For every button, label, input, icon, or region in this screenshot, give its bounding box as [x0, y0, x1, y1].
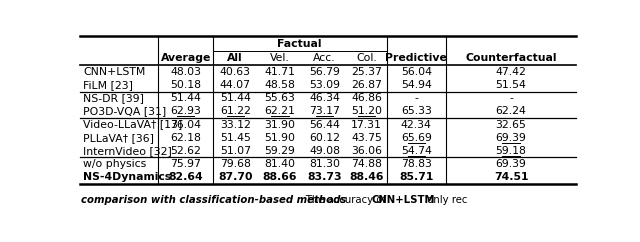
- Text: 56.44: 56.44: [309, 120, 340, 129]
- Text: InternVideo [32]: InternVideo [32]: [83, 146, 172, 156]
- Text: Video-LLaVA† [17]: Video-LLaVA† [17]: [83, 120, 182, 129]
- Text: 36.04: 36.04: [170, 120, 201, 129]
- Text: 51.90: 51.90: [264, 133, 296, 143]
- Text: NS-4Dynamics: NS-4Dynamics: [83, 172, 172, 182]
- Text: 85.71: 85.71: [399, 172, 433, 182]
- Text: 60.12: 60.12: [309, 133, 340, 143]
- Text: CNN+LSTM: CNN+LSTM: [371, 196, 435, 205]
- Text: Col.: Col.: [356, 53, 377, 63]
- Text: PO3D-VQA [31]: PO3D-VQA [31]: [83, 106, 166, 116]
- Text: 69.39: 69.39: [495, 159, 527, 169]
- Text: 62.18: 62.18: [170, 133, 201, 143]
- Text: 62.24: 62.24: [495, 106, 527, 116]
- Text: 59.18: 59.18: [495, 146, 527, 156]
- Text: 54.74: 54.74: [401, 146, 432, 156]
- Text: 51.45: 51.45: [220, 133, 251, 143]
- Text: 44.07: 44.07: [220, 80, 251, 90]
- Text: 17.31: 17.31: [351, 120, 382, 129]
- Text: 33.12: 33.12: [220, 120, 251, 129]
- Text: 65.33: 65.33: [401, 106, 432, 116]
- Text: 49.08: 49.08: [309, 146, 340, 156]
- Text: 48.03: 48.03: [170, 67, 201, 77]
- Text: 61.22: 61.22: [220, 106, 251, 116]
- Text: The accuracy of: The accuracy of: [296, 196, 389, 205]
- Text: 81.40: 81.40: [264, 159, 296, 169]
- Text: 62.93: 62.93: [170, 106, 201, 116]
- Text: w/o physics: w/o physics: [83, 159, 146, 169]
- Text: 25.37: 25.37: [351, 67, 382, 77]
- Text: 42.34: 42.34: [401, 120, 432, 129]
- Text: Counterfactual: Counterfactual: [465, 53, 557, 63]
- Text: 31.90: 31.90: [264, 120, 296, 129]
- Text: NS-DR [39]: NS-DR [39]: [83, 93, 144, 103]
- Text: 51.44: 51.44: [170, 93, 201, 103]
- Text: 62.21: 62.21: [264, 106, 295, 116]
- Text: 26.87: 26.87: [351, 80, 382, 90]
- Text: 48.58: 48.58: [264, 80, 295, 90]
- Text: 43.75: 43.75: [351, 133, 382, 143]
- Text: 40.63: 40.63: [220, 67, 251, 77]
- Text: Factual: Factual: [278, 39, 322, 49]
- Text: 36.06: 36.06: [351, 146, 382, 156]
- Text: Acc.: Acc.: [313, 53, 336, 63]
- Text: FiLM [23]: FiLM [23]: [83, 80, 133, 90]
- Text: All: All: [227, 53, 243, 63]
- Text: 51.54: 51.54: [495, 80, 527, 90]
- Text: 56.79: 56.79: [309, 67, 340, 77]
- Text: 59.29: 59.29: [264, 146, 295, 156]
- Text: 75.97: 75.97: [170, 159, 201, 169]
- Text: 81.30: 81.30: [309, 159, 340, 169]
- Text: PLLaVA† [36]: PLLaVA† [36]: [83, 133, 154, 143]
- Text: 73.17: 73.17: [309, 106, 340, 116]
- Text: 65.69: 65.69: [401, 133, 432, 143]
- Text: 32.65: 32.65: [495, 120, 527, 129]
- Text: 88.66: 88.66: [262, 172, 297, 182]
- Text: 74.51: 74.51: [494, 172, 528, 182]
- Text: 51.44: 51.44: [220, 93, 251, 103]
- Text: 82.64: 82.64: [168, 172, 203, 182]
- Text: comparison with classification-based methods: comparison with classification-based met…: [81, 196, 346, 205]
- Text: 54.94: 54.94: [401, 80, 432, 90]
- Text: 79.68: 79.68: [220, 159, 251, 169]
- Text: 74.88: 74.88: [351, 159, 382, 169]
- Text: -: -: [509, 93, 513, 103]
- Text: Vel.: Vel.: [270, 53, 290, 63]
- Text: 87.70: 87.70: [218, 172, 253, 182]
- Text: 78.83: 78.83: [401, 159, 432, 169]
- Text: 46.34: 46.34: [309, 93, 340, 103]
- Text: 51.07: 51.07: [220, 146, 251, 156]
- Text: 55.63: 55.63: [264, 93, 295, 103]
- Text: -: -: [414, 93, 418, 103]
- Text: 69.39: 69.39: [495, 133, 527, 143]
- Text: 47.42: 47.42: [495, 67, 527, 77]
- Text: 88.46: 88.46: [349, 172, 384, 182]
- Text: CNN+LSTM: CNN+LSTM: [83, 67, 145, 77]
- Text: 56.04: 56.04: [401, 67, 432, 77]
- Text: 41.71: 41.71: [264, 67, 295, 77]
- Text: 50.18: 50.18: [170, 80, 201, 90]
- Text: 83.73: 83.73: [307, 172, 342, 182]
- Text: Predictive: Predictive: [385, 53, 447, 63]
- Text: 51.20: 51.20: [351, 106, 382, 116]
- Text: 53.09: 53.09: [309, 80, 340, 90]
- Text: only rec: only rec: [424, 196, 467, 205]
- Text: 46.86: 46.86: [351, 93, 382, 103]
- Text: 52.62: 52.62: [170, 146, 201, 156]
- Text: Average: Average: [161, 53, 211, 63]
